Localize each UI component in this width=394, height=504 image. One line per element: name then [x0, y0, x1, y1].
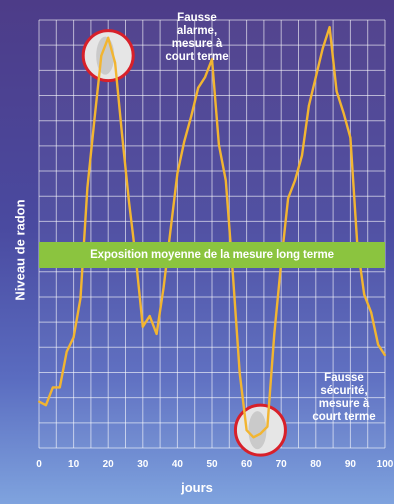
data-point — [162, 286, 165, 289]
data-point — [252, 436, 255, 439]
data-point — [217, 143, 220, 146]
data-point — [377, 343, 380, 346]
data-point — [321, 47, 324, 50]
data-point — [294, 179, 297, 182]
x-tick-label: 60 — [241, 459, 253, 470]
data-point — [245, 429, 248, 432]
data-point — [266, 425, 269, 428]
x-tick-label: 100 — [376, 459, 394, 470]
data-point — [238, 372, 241, 375]
x-tick-label: 0 — [36, 459, 42, 470]
data-point — [370, 311, 373, 314]
y-axis-label: Niveau de radon — [12, 199, 28, 301]
x-tick-label: 80 — [310, 459, 322, 470]
data-point — [349, 136, 352, 139]
data-point — [121, 133, 124, 136]
data-point — [287, 197, 290, 200]
x-tick-label: 50 — [206, 459, 218, 470]
data-point — [211, 58, 213, 61]
data-point — [363, 293, 366, 296]
data-point — [231, 272, 234, 275]
data-point — [259, 432, 262, 435]
x-axis-label: jours — [181, 480, 213, 495]
data-point — [72, 336, 75, 339]
data-point — [328, 26, 331, 29]
false-security-annotation: Fausse sécurité, mesure à court terme — [312, 372, 376, 423]
data-point — [342, 111, 345, 114]
data-point — [384, 354, 386, 357]
data-point — [107, 36, 110, 39]
x-tick-label: 70 — [275, 459, 287, 470]
data-point — [141, 325, 144, 328]
x-tick-label: 20 — [102, 459, 114, 470]
x-tick-label: 30 — [137, 459, 149, 470]
data-point — [38, 400, 40, 403]
data-point — [183, 140, 186, 143]
data-point — [58, 386, 61, 389]
data-point — [169, 229, 172, 232]
data-point — [155, 332, 158, 335]
data-point — [93, 118, 96, 121]
data-point — [204, 76, 207, 79]
highlight-circle — [81, 29, 135, 83]
data-point — [127, 200, 130, 203]
data-point — [190, 115, 193, 118]
x-tick-label: 90 — [344, 459, 356, 470]
data-point — [65, 350, 68, 353]
false-alarm-annotation: Fausse alarme, mesure à court terme — [165, 12, 229, 63]
data-point — [79, 297, 82, 300]
average-exposure-label: Exposition moyenne de la mesure long ter… — [90, 249, 334, 261]
highlight-shading — [248, 411, 267, 450]
data-point — [300, 154, 303, 157]
average-exposure-band: Exposition moyenne de la mesure long ter… — [39, 242, 385, 268]
data-point — [114, 61, 117, 64]
data-point — [86, 186, 89, 189]
data-point — [176, 172, 179, 175]
data-point — [335, 90, 338, 93]
data-point — [307, 104, 310, 107]
highlight-circle — [233, 403, 287, 457]
x-tick-label: 10 — [68, 459, 80, 470]
data-point — [51, 386, 54, 389]
data-point — [44, 404, 47, 407]
radon-series — [38, 25, 387, 439]
data-point — [314, 76, 317, 79]
data-point — [273, 332, 276, 335]
data-point — [100, 54, 103, 57]
data-point — [224, 179, 227, 182]
data-point — [197, 86, 200, 89]
highlight-markers — [81, 29, 287, 457]
data-point — [148, 315, 151, 318]
x-tick-label: 40 — [171, 459, 183, 470]
